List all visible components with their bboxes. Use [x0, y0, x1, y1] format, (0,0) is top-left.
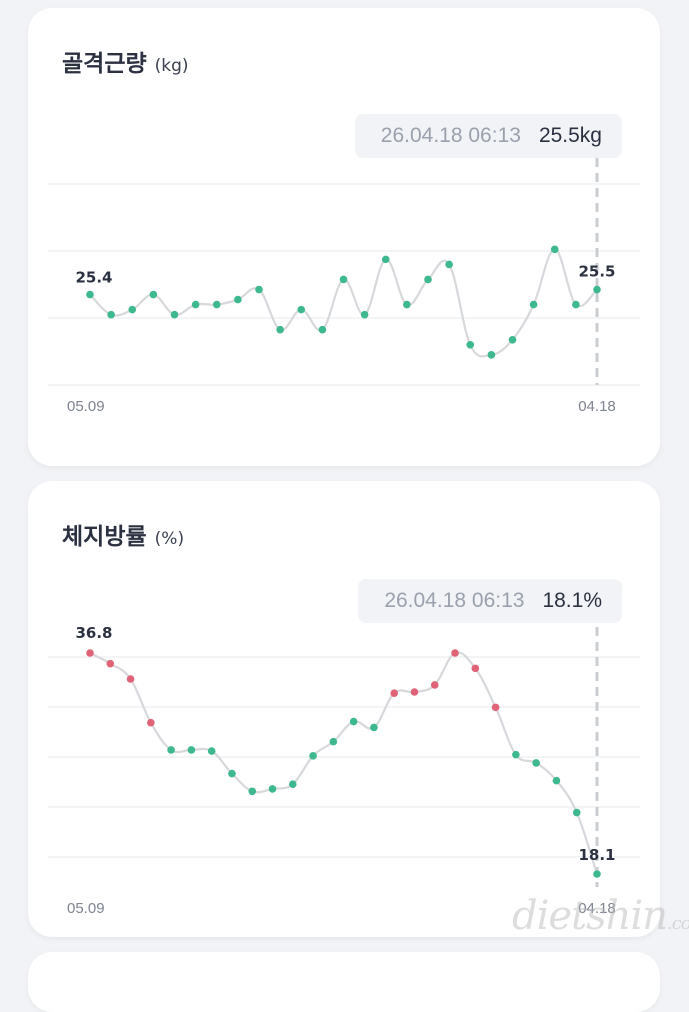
data-point [191, 300, 200, 309]
data-point [508, 335, 517, 344]
data-point [339, 275, 348, 284]
tooltip: 26.04.18 06:13 18.1% [358, 579, 622, 623]
data-point [207, 747, 216, 755]
data-point [107, 310, 115, 319]
title-unit: (%) [154, 529, 185, 549]
data-point [451, 649, 459, 657]
data-point [403, 300, 411, 309]
tooltip-value: 25.5kg [538, 124, 602, 147]
title-unit: (kg) [154, 56, 189, 76]
data-point [466, 341, 475, 349]
data-point [532, 759, 540, 767]
data-point [381, 255, 390, 264]
series-line [89, 248, 598, 358]
x-tick-label: 05.09 [67, 900, 105, 917]
tooltip-value: 18.1% [542, 589, 602, 612]
x-tick-label: 05.09 [67, 398, 105, 415]
first-value-label: 36.8 [75, 624, 112, 642]
last-value-label: 18.1 [578, 846, 615, 864]
body-fat-card: 체지방률 (%) 26.04.18 06:13 18.1% 36.8 18.1 05… [28, 481, 660, 937]
data-point [593, 285, 601, 294]
data-point [147, 718, 155, 727]
data-point [86, 290, 94, 299]
data-point [309, 752, 317, 760]
next-card [28, 952, 660, 1012]
data-point [128, 305, 137, 314]
data-point [529, 300, 538, 309]
data-point [424, 275, 432, 284]
watermark-main: dietshin [512, 893, 668, 939]
data-point [390, 689, 399, 697]
data-point [170, 310, 179, 319]
data-point [329, 737, 338, 746]
watermark-suffix: .com [667, 913, 689, 934]
data-point [276, 325, 284, 334]
data-point [552, 776, 561, 785]
data-point [445, 260, 453, 269]
data-point [430, 681, 439, 689]
skeletal-muscle-card: 골격근량 (kg) 26.04.18 06:13 25.5kg 25.4 25.5… [28, 8, 660, 466]
data-point [126, 675, 135, 683]
data-point [248, 787, 257, 796]
title-text: 골격근량 [62, 51, 147, 77]
data-point [255, 285, 263, 294]
data-point [550, 245, 559, 254]
data-point [487, 351, 496, 359]
card-title: 체지방률 (%) [62, 517, 184, 551]
data-point [360, 310, 369, 319]
last-value-label: 25.5 [578, 263, 615, 281]
data-point [572, 808, 581, 817]
data-point [512, 750, 520, 759]
tooltip: 26.04.18 06:13 25.5kg [354, 114, 622, 158]
data-point [106, 659, 115, 668]
watermark-logo: dietshin.com [512, 893, 689, 939]
data-point [212, 300, 221, 309]
x-tick-label: 04.18 [578, 398, 616, 415]
series-line [89, 651, 599, 875]
first-value-label: 25.4 [75, 269, 112, 287]
data-point [149, 290, 158, 299]
data-point [349, 717, 358, 726]
data-point [593, 870, 601, 878]
skeletal-muscle-chart[interactable]: 25.4 25.5 05.09 04.18 [28, 8, 660, 466]
data-point [471, 664, 480, 673]
data-point [297, 305, 306, 314]
data-point [289, 780, 297, 788]
body-fat-chart[interactable]: 36.8 18.1 05.09 04.18 [28, 481, 660, 937]
title-text: 체지방률 [62, 524, 147, 550]
tooltip-time: 26.04.18 06:13 [384, 589, 525, 612]
data-point [318, 325, 327, 334]
data-point [491, 703, 500, 712]
data-point [187, 746, 196, 754]
x-tick-label: 04.18 [578, 900, 616, 917]
data-point [268, 785, 277, 793]
tooltip-time: 26.04.18 06:13 [380, 124, 521, 147]
data-point [234, 295, 242, 304]
data-point [370, 723, 378, 732]
data-point [167, 746, 175, 754]
data-point [86, 649, 94, 657]
card-title: 골격근량 (kg) [62, 44, 189, 78]
data-point [410, 688, 419, 696]
data-point [228, 769, 236, 778]
data-point [572, 300, 580, 309]
